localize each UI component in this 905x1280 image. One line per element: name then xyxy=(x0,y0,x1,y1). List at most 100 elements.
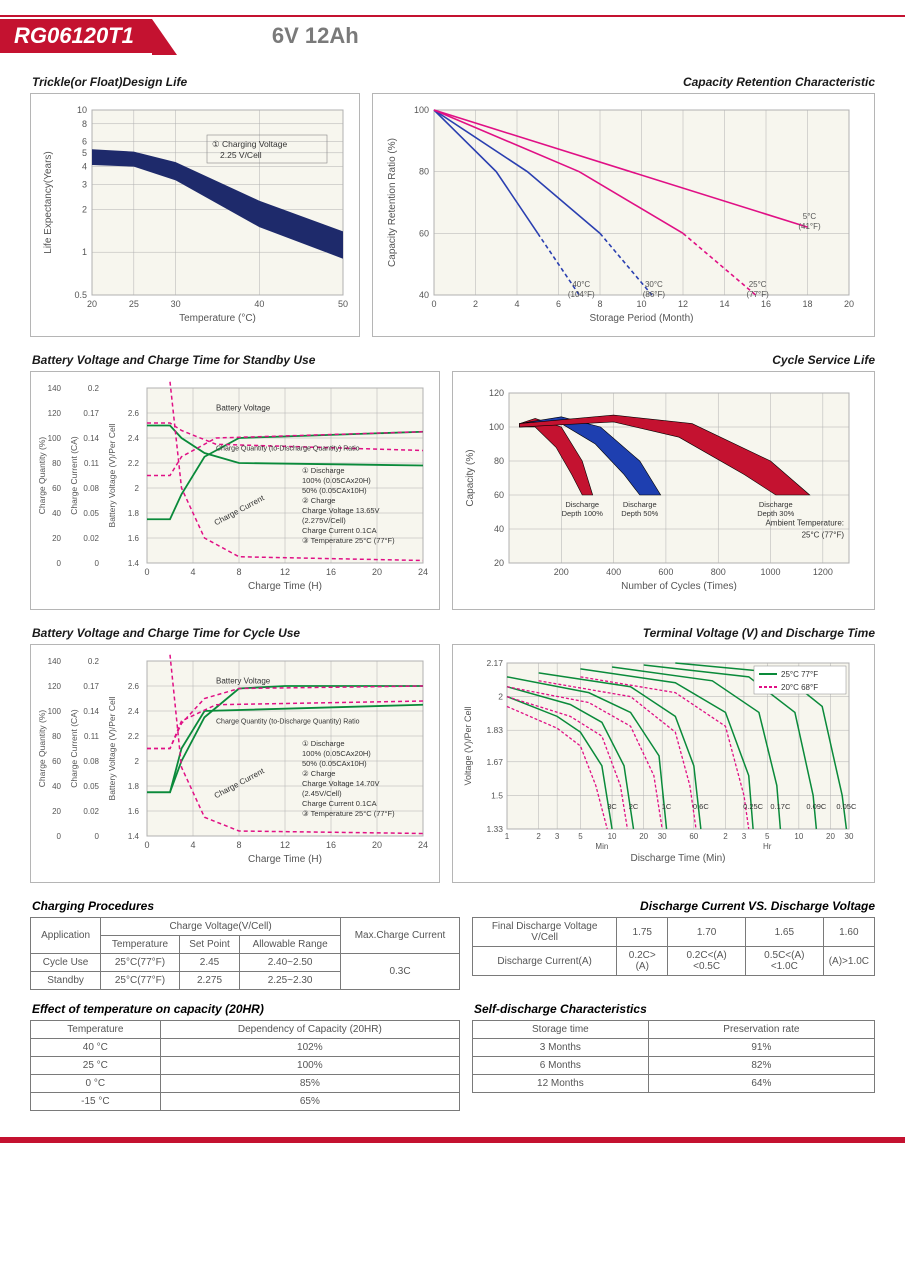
svg-text:Ambient Temperature:: Ambient Temperature: xyxy=(765,519,844,528)
svg-text:2: 2 xyxy=(135,757,140,766)
svg-text:1200: 1200 xyxy=(813,567,833,577)
svg-text:Min: Min xyxy=(595,842,608,851)
svg-text:Battery Voltage: Battery Voltage xyxy=(216,404,271,413)
svg-text:0: 0 xyxy=(431,299,436,309)
cycle-charge-chart: 04812162024001.4200.021.6400.051.8600.08… xyxy=(30,644,440,883)
svg-text:(104°F): (104°F) xyxy=(568,290,595,299)
svg-text:100: 100 xyxy=(48,707,62,716)
svg-text:20°C 68°F: 20°C 68°F xyxy=(781,683,818,692)
svg-text:18: 18 xyxy=(802,299,812,309)
selfdis-table: Storage timePreservation rate3 Months91%… xyxy=(472,1020,875,1093)
svg-text:2: 2 xyxy=(536,832,541,841)
svg-text:Temperature (°C): Temperature (°C) xyxy=(179,313,256,324)
svg-text:100% (0.05CAx20H): 100% (0.05CAx20H) xyxy=(302,749,371,758)
svg-text:16: 16 xyxy=(761,299,771,309)
svg-text:50: 50 xyxy=(338,299,348,309)
svg-text:140: 140 xyxy=(48,384,62,393)
svg-text:0.11: 0.11 xyxy=(84,732,100,741)
svg-text:3: 3 xyxy=(555,832,560,841)
svg-text:Charge Quantity (%): Charge Quantity (%) xyxy=(37,710,47,788)
svg-text:0.05: 0.05 xyxy=(83,782,99,791)
svg-text:0.05C: 0.05C xyxy=(836,802,857,811)
svg-text:② Charge: ② Charge xyxy=(302,769,335,778)
svg-text:2: 2 xyxy=(723,832,728,841)
svg-text:1.67: 1.67 xyxy=(486,757,503,767)
svg-text:140: 140 xyxy=(48,657,62,666)
svg-text:24: 24 xyxy=(418,840,428,850)
svg-text:100% (0.05CAx20H): 100% (0.05CAx20H) xyxy=(302,476,371,485)
svg-text:8: 8 xyxy=(82,119,87,129)
svg-text:Voltage (V)/Per Cell: Voltage (V)/Per Cell xyxy=(463,706,473,785)
svg-text:2.2: 2.2 xyxy=(128,459,140,468)
svg-text:Life Expectancy(Years): Life Expectancy(Years) xyxy=(43,151,54,253)
svg-text:20: 20 xyxy=(639,832,648,841)
svg-text:100: 100 xyxy=(48,434,62,443)
svg-text:2: 2 xyxy=(498,692,503,702)
svg-text:2.2: 2.2 xyxy=(128,732,140,741)
svg-text:12: 12 xyxy=(280,840,290,850)
svg-text:25°C (77°F): 25°C (77°F) xyxy=(802,531,845,540)
svg-text:0: 0 xyxy=(95,832,100,841)
svg-text:8: 8 xyxy=(236,567,241,577)
svg-text:40: 40 xyxy=(494,524,504,534)
svg-text:4: 4 xyxy=(514,299,519,309)
discharge-table: Final Discharge Voltage V/Cell1.751.701.… xyxy=(472,917,875,976)
svg-text:3: 3 xyxy=(742,832,747,841)
svg-text:2: 2 xyxy=(135,484,140,493)
svg-text:40: 40 xyxy=(419,290,429,300)
trickle-chart: 20253040500.5123456810① Charging Voltage… xyxy=(30,93,360,337)
svg-text:0.5: 0.5 xyxy=(74,290,87,300)
charging-table: ApplicationCharge Voltage(V/Cell)Max.Cha… xyxy=(30,917,460,990)
svg-text:600: 600 xyxy=(658,567,673,577)
svg-text:1.5: 1.5 xyxy=(491,790,503,800)
svg-text:12: 12 xyxy=(678,299,688,309)
svg-text:40: 40 xyxy=(52,509,61,518)
svg-text:2.6: 2.6 xyxy=(128,682,140,691)
svg-text:0.08: 0.08 xyxy=(83,484,99,493)
terminal-title: Terminal Voltage (V) and Discharge Time xyxy=(454,626,875,640)
header-bar: RG06120T1 6V 12Ah xyxy=(0,15,905,55)
svg-text:Charge Quantity (to-Discharge: Charge Quantity (to-Discharge Quantity) … xyxy=(216,446,360,453)
svg-text:(2.45V/Cell): (2.45V/Cell) xyxy=(302,789,342,798)
svg-text:1.83: 1.83 xyxy=(486,725,503,735)
svg-text:14: 14 xyxy=(719,299,729,309)
svg-text:0.17: 0.17 xyxy=(83,682,99,691)
svg-text:24: 24 xyxy=(418,567,428,577)
svg-text:25: 25 xyxy=(129,299,139,309)
svg-text:0.14: 0.14 xyxy=(83,434,99,443)
svg-text:100: 100 xyxy=(414,105,429,115)
spec-title: 6V 12Ah xyxy=(272,23,359,49)
svg-text:1.6: 1.6 xyxy=(128,534,140,543)
svg-text:2.25 V/Cell: 2.25 V/Cell xyxy=(220,150,262,160)
svg-text:60: 60 xyxy=(494,490,504,500)
svg-text:25°C 77°F: 25°C 77°F xyxy=(781,670,818,679)
svg-text:10: 10 xyxy=(77,105,87,115)
svg-text:8: 8 xyxy=(236,840,241,850)
svg-text:0: 0 xyxy=(57,559,62,568)
svg-text:50% (0.05CAx10H): 50% (0.05CAx10H) xyxy=(302,486,367,495)
svg-text:40: 40 xyxy=(254,299,264,309)
svg-text:120: 120 xyxy=(489,388,504,398)
svg-text:Battery Voltage (V)/Per Cell: Battery Voltage (V)/Per Cell xyxy=(107,423,117,527)
svg-text:Charge Time (H): Charge Time (H) xyxy=(248,581,322,592)
svg-text:0.17C: 0.17C xyxy=(770,802,791,811)
svg-text:10: 10 xyxy=(794,832,803,841)
svg-text:0.09C: 0.09C xyxy=(806,802,827,811)
svg-text:1.4: 1.4 xyxy=(128,559,140,568)
svg-text:2C: 2C xyxy=(629,802,639,811)
svg-text:1.33: 1.33 xyxy=(486,824,503,834)
svg-text:Capacity Retention Ratio (%): Capacity Retention Ratio (%) xyxy=(387,138,398,267)
svg-text:0.02: 0.02 xyxy=(83,534,99,543)
svg-text:1.6: 1.6 xyxy=(128,807,140,816)
svg-text:4: 4 xyxy=(190,567,195,577)
svg-text:400: 400 xyxy=(606,567,621,577)
svg-text:0: 0 xyxy=(57,832,62,841)
discharge-title: Discharge Current VS. Discharge Voltage xyxy=(474,899,875,913)
svg-text:Discharge: Discharge xyxy=(623,500,657,509)
svg-text:Charge Current (CA): Charge Current (CA) xyxy=(69,709,79,788)
svg-text:Discharge Time (Min): Discharge Time (Min) xyxy=(630,853,725,864)
svg-text:3: 3 xyxy=(82,179,87,189)
svg-text:0.17: 0.17 xyxy=(83,409,99,418)
svg-text:0.11: 0.11 xyxy=(84,459,100,468)
svg-text:30: 30 xyxy=(171,299,181,309)
